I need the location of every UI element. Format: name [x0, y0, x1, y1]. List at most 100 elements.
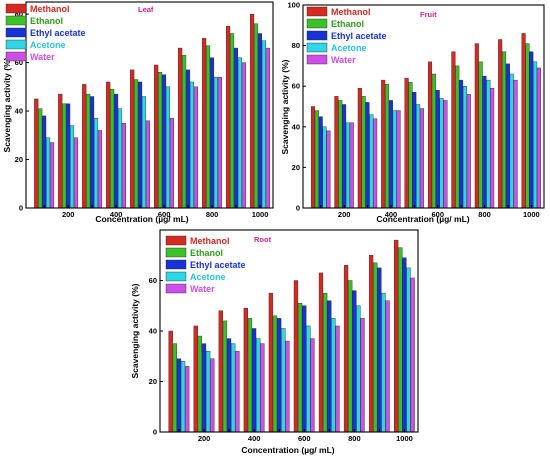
bar-acetone-600	[165, 86, 171, 209]
legend-swatch-methanol	[306, 6, 328, 17]
bar-ethanol-600	[431, 73, 436, 209]
bar-methanol-300	[82, 84, 87, 209]
bar-acetone-500	[416, 104, 421, 209]
chart-panel-leaf: 0 20 40 60 80 200 400 600 800 1000 Concentration (…	[2, 1, 274, 224]
bar-ethanol-1000	[525, 43, 530, 209]
bar-ethyl-acetate-600	[435, 90, 440, 209]
bar-acetone-700	[331, 318, 336, 433]
y-axis-label: Scavenging activity (%)	[130, 283, 140, 378]
bar-methanol-600	[154, 64, 159, 209]
bar-ethyl-acetate-500	[276, 318, 282, 433]
legend: Methanol Ethanol Ethyl acetate Acetone Water	[165, 235, 246, 294]
bar-ethanol-300	[222, 320, 228, 433]
x-tick-label: 200	[62, 210, 75, 219]
bar-water-500	[419, 108, 424, 209]
x-tick-label: 800	[478, 210, 491, 219]
legend-swatch-ethyl-acetate	[306, 30, 328, 41]
bar-ethyl-acetate-200	[342, 104, 347, 209]
legend-swatch-methanol	[5, 3, 27, 14]
bar-methanol-1000	[250, 13, 255, 209]
bar-ethanol-700	[455, 65, 460, 209]
bar-ethyl-acetate-800	[352, 290, 357, 433]
bar-acetone-700	[462, 85, 467, 209]
bar-ethanol-600	[158, 72, 163, 209]
bar-methanol-300	[218, 310, 223, 433]
bar-water-900	[385, 300, 390, 433]
bar-water-600	[169, 118, 174, 209]
bar-ethyl-acetate-100	[318, 116, 323, 209]
bar-ethyl-acetate-300	[226, 338, 232, 433]
bar-methanol-900	[498, 39, 503, 209]
bar-water-100	[184, 366, 190, 433]
bar-acetone-800	[356, 305, 361, 433]
legend-label: Ethyl acetate	[30, 28, 86, 38]
legend-swatch-ethanol	[165, 247, 187, 258]
bar-methanol-500	[130, 69, 135, 209]
bar-methanol-800	[343, 265, 349, 433]
bar-methanol-200	[193, 325, 198, 433]
bar-water-600	[310, 338, 315, 433]
bar-methanol-1000	[521, 33, 526, 209]
bar-water-200	[210, 358, 215, 433]
bar-methanol-400	[243, 308, 249, 433]
bar-ethyl-acetate-300	[90, 96, 95, 209]
legend: Methanol Ethanol Ethyl acetate Acetone Water	[306, 6, 387, 65]
bar-acetone-200	[205, 351, 211, 433]
bar-acetone-200	[345, 122, 350, 209]
y-tick-label: 80	[15, 10, 23, 19]
y-tick-label: 60	[15, 58, 23, 67]
bar-ethyl-acetate-800	[482, 75, 487, 209]
bar-water-600	[443, 100, 448, 209]
bar-acetone-500	[141, 96, 147, 209]
bar-methanol-700	[451, 51, 456, 209]
x-tick-label: 400	[110, 210, 123, 219]
bar-ethyl-acetate-800	[209, 57, 215, 209]
bar-ethyl-acetate-500	[412, 92, 417, 209]
bar-ethyl-acetate-300	[365, 102, 370, 209]
bar-methanol-700	[178, 47, 183, 209]
bar-water-900	[513, 79, 518, 209]
bar-methanol-100	[168, 330, 173, 433]
legend-label: Methanol	[331, 7, 371, 17]
bar-water-300	[373, 118, 378, 209]
legend-label: Water	[30, 52, 55, 62]
legend-label: Acetone	[30, 40, 66, 50]
bar-water-100	[49, 142, 55, 209]
bar-ethanol-700	[322, 292, 328, 433]
bar-ethanol-1000	[398, 247, 403, 433]
bar-ethanol-100	[314, 110, 319, 209]
bar-ethyl-acetate-500	[137, 81, 143, 209]
bar-water-400	[396, 110, 401, 209]
legend-label: Water	[190, 284, 215, 294]
bar-water-200	[349, 122, 354, 209]
x-tick-label: 800	[206, 210, 219, 219]
bar-methanol-500	[268, 292, 274, 433]
bar-ethanol-700	[182, 55, 187, 209]
bar-methanol-200	[334, 96, 339, 209]
x-tick-label: 600	[298, 434, 311, 443]
bar-ethanol-300	[361, 96, 366, 209]
chart-panel-fruit: 0 20 40 60 80 100 200 400 600 800 1000 Concentratio…	[280, 1, 545, 224]
bar-methanol-400	[106, 81, 111, 209]
bar-ethyl-acetate-600	[161, 74, 167, 209]
bar-acetone-100	[180, 361, 186, 433]
bar-methanol-700	[318, 272, 324, 433]
x-axis-label: Concentration (µg/ mL)	[241, 445, 334, 455]
bar-methanol-800	[474, 43, 479, 209]
bar-ethanol-200	[62, 103, 67, 209]
legend-label: Methanol	[190, 236, 230, 246]
bar-methanol-900	[226, 26, 231, 209]
bar-water-500	[285, 340, 290, 433]
bar-methanol-900	[368, 255, 374, 433]
bar-water-700	[193, 86, 198, 209]
x-axis-label: Concentration (µg/ mL)	[95, 214, 188, 224]
bar-ethyl-acetate-400	[251, 328, 257, 433]
legend-swatch-water	[165, 283, 187, 294]
bar-acetone-600	[306, 325, 311, 433]
bar-ethyl-acetate-1000	[257, 33, 263, 209]
plot-frame	[25, 1, 274, 209]
legend-swatch-ethanol	[5, 15, 27, 26]
legend-label: Water	[331, 55, 356, 65]
legend-swatch-acetone	[306, 42, 328, 53]
bar-water-800	[217, 76, 222, 209]
